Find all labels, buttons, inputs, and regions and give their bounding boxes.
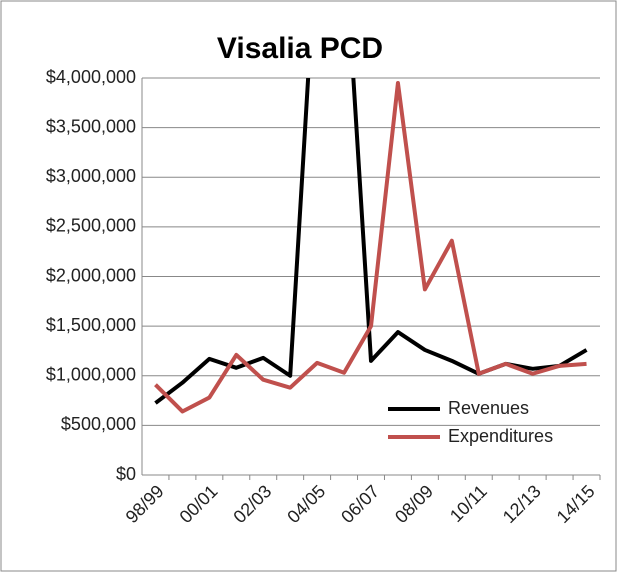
chart-title: Visalia PCD (217, 32, 383, 65)
y-tick-label: $4,000,000 (46, 67, 136, 87)
plot-area (154, 78, 588, 414)
series-line (154, 80, 587, 414)
y-tick-label: $1,500,000 (46, 315, 136, 335)
y-tick-label: $2,500,000 (46, 216, 136, 236)
y-tick-label: $2,000,000 (46, 265, 136, 285)
y-tick-label: $1,000,000 (46, 365, 136, 385)
legend-label: Revenues (448, 398, 529, 418)
y-tick-label: $3,500,000 (46, 116, 136, 136)
y-tick-label: $3,000,000 (46, 166, 136, 186)
y-tick-label: $500,000 (61, 414, 136, 434)
y-tick-label: $0 (116, 464, 136, 484)
legend-label: Expenditures (448, 426, 553, 446)
